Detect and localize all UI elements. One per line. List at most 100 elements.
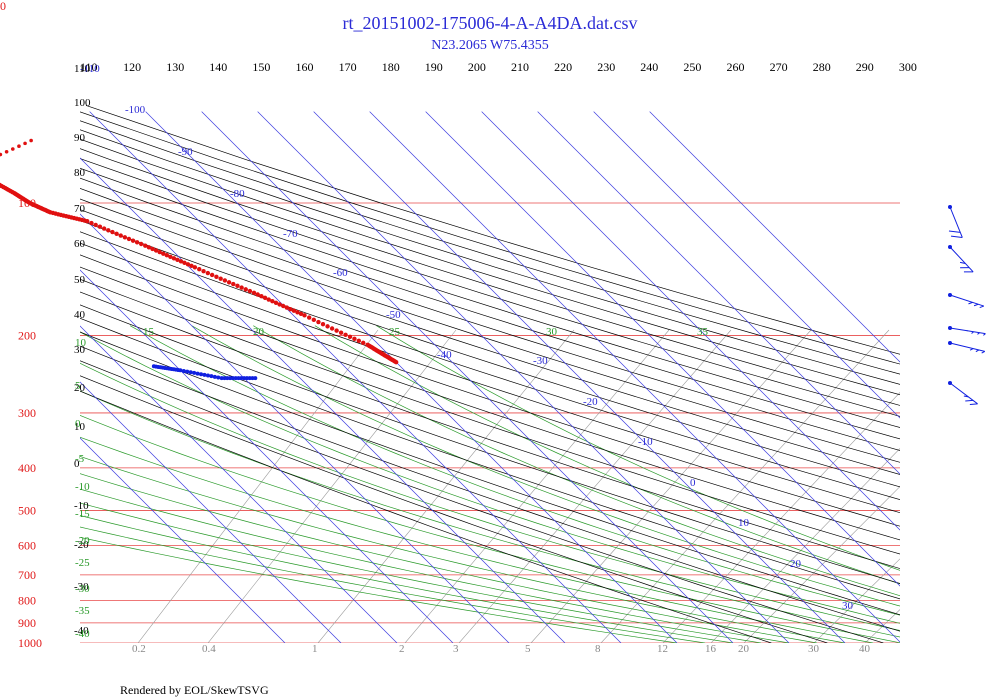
dry-adiabat-line [80,278,900,555]
isotherm-line [145,111,678,643]
dewpoint-point [199,372,204,377]
temperature-point [146,245,152,250]
dry-adiabat-label: 50 [74,274,86,286]
wind-barb-base [948,326,952,330]
mixing-ratio-line [710,447,900,643]
top-tick-label: 150 [252,60,270,74]
wind-barb-base [948,205,952,209]
dry-adiabat-line [80,304,900,584]
dry-adiabat-line [80,317,900,600]
wind-barb-staff [949,342,985,352]
moist-adiabat-label: 15 [143,326,155,338]
wind-barb-flag [965,399,974,402]
wind-barb-flag [975,349,980,353]
isotherm-line [593,111,900,419]
dewpoint-point [225,376,230,381]
dry-adiabat-label: 100 [74,97,91,109]
wind-barb-base [948,293,952,297]
temperature-point [175,257,180,263]
temperature-point [320,322,326,327]
top-tick-label: 270 [770,60,788,74]
moist-adiabat-line [129,325,900,616]
moist-adiabat-label: 0 [75,418,81,430]
top-tick-label: 220 [554,60,572,74]
temperature-point [0,182,2,188]
isotherm-label: -60 [333,267,348,279]
dewpoint-point [188,370,193,375]
moist-adiabat-line [80,362,900,631]
pressure-tick-label: 1000 [18,636,42,650]
temperature-point [270,298,275,304]
wind-barbs [948,205,986,406]
moist-adiabats [80,325,900,643]
moist-adiabat-label: -30 [75,583,90,595]
dewpoint-point [202,372,207,377]
moist-adiabat-label: -15 [75,508,90,520]
dry-adiabat-line [80,120,900,375]
moist-adiabat-label: 20 [253,326,265,338]
moist-adiabat-label: 35 [697,326,709,338]
mixing-ratio-line [317,329,575,643]
dry-adiabat-label: 110 [74,63,91,75]
temperature-point [182,260,187,266]
wind-barb-flag [977,332,980,335]
dry-adiabat-label: 0 [74,458,80,470]
moist-adiabat-label: -20 [75,535,90,547]
dry-adiabat-line [80,111,900,365]
dewpoint-point [222,376,227,381]
temperature-point [4,150,9,154]
mixing-ratio-label: 20 [738,643,750,655]
dry-adiabat-line [80,231,900,500]
temperature-point [280,303,286,309]
dewpoint-point [178,368,183,373]
isotherm-line [80,269,454,643]
moist-adiabat-label: -35 [75,605,90,617]
moist-adiabat-line [80,526,706,643]
temperature-point [298,311,304,316]
isotherm-label: 10 [738,517,750,529]
temperature-point [106,228,111,233]
wind-barb-staff [949,294,984,307]
wind-barb-flag [968,301,973,305]
isotherm-line [313,111,846,643]
top-tick-label: 250 [683,60,701,74]
dewpoint-point [247,376,252,381]
wind-barb-base [948,381,952,385]
dry-adiabat-label: 20 [74,382,86,394]
temperature-point [126,236,132,242]
mixing-ratio-line [813,558,900,643]
pressure-tick-label: 200 [18,328,36,342]
mixing-ratio-line [600,329,890,643]
isotherm-line [425,111,900,587]
dewpoint-point [192,370,197,375]
mixing-ratio-line [864,609,900,643]
dewpoint-point [236,376,241,381]
wind-barb-staff [949,382,978,405]
dewpoint-point [244,376,249,381]
dry-adiabat-label: 80 [74,167,86,179]
isotherm-label: 30 [842,600,854,612]
isotherm-label: 20 [790,558,802,570]
temperature-point [352,336,357,342]
dry-adiabat-line [80,254,900,527]
temperature-point [329,326,335,331]
temperature-point [214,274,219,280]
dewpoint-point [228,376,233,381]
temperature-point [171,256,177,261]
mixing-ratio-label: 16 [705,643,717,655]
pressure-tick-label: 700 [18,568,36,582]
temperature-point [143,243,148,248]
moist-adiabat-line [80,488,790,643]
dewpoint-point [253,376,258,381]
pressure-tick-label: 800 [18,593,36,607]
temperature-point [0,152,3,157]
moist-adiabat-label: -5 [75,453,85,465]
temperature-point [114,231,119,237]
isotherm-line [80,157,566,643]
dewpoint-point [209,374,214,379]
dry-adiabat-label: 10 [74,421,86,433]
dry-adiabat-line [80,266,900,541]
temperature-point [97,224,103,229]
dewpoint-point [233,376,238,381]
dewpoint-point [242,376,247,381]
